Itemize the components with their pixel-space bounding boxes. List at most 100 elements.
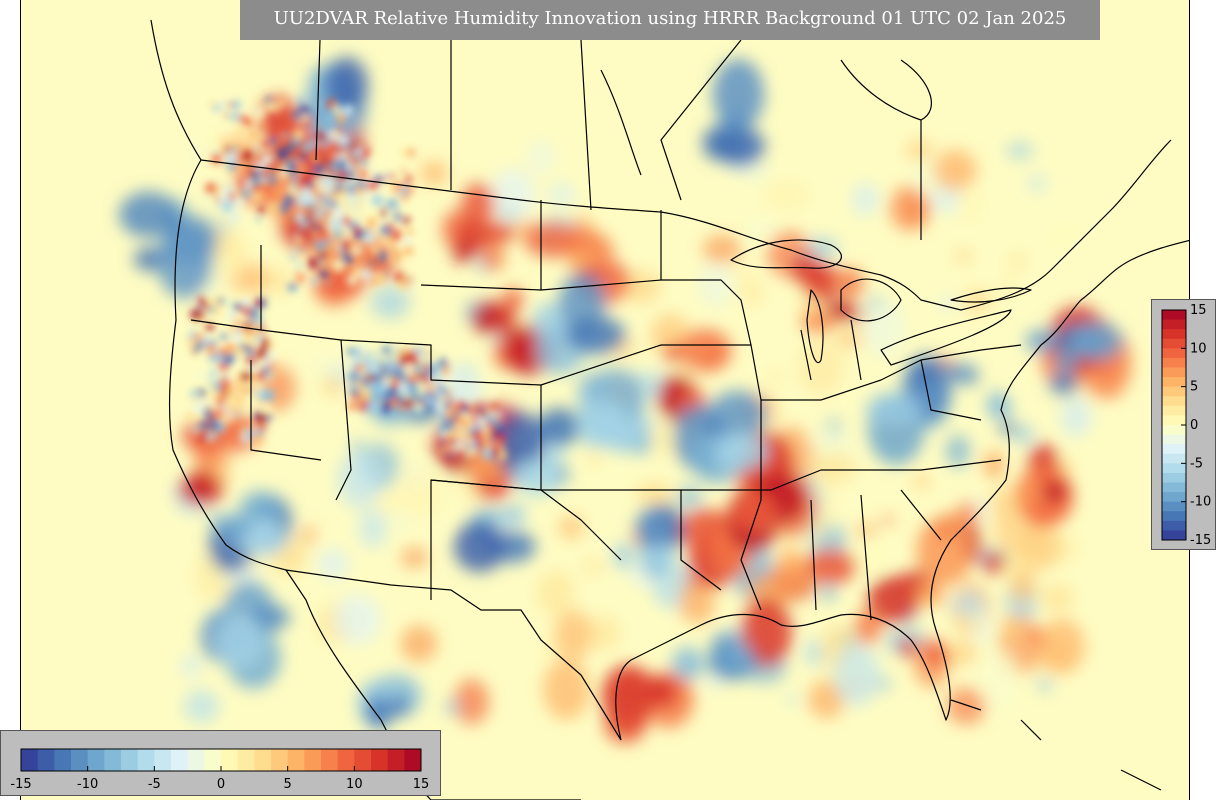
innovation-speck — [374, 272, 387, 284]
innovation-speck — [268, 169, 275, 176]
innovation-speck — [409, 372, 420, 383]
innovation-speck — [325, 200, 330, 206]
innovation-speck — [194, 341, 205, 351]
innovation-blob — [157, 224, 214, 299]
innovation-speck — [367, 361, 378, 372]
innovation-speck — [342, 105, 354, 116]
innovation-speck — [294, 160, 305, 171]
mexico-us-border — [285, 569, 622, 741]
innovation-speck — [303, 187, 311, 195]
innovation-speck — [432, 351, 440, 358]
innovation-blob — [983, 552, 1005, 575]
horizontal-colorbar-cell — [404, 749, 422, 771]
innovation-speck — [402, 368, 407, 373]
innovation-speck — [248, 344, 254, 351]
innovation-blob — [947, 363, 967, 382]
innovation-speck — [316, 231, 328, 243]
innovation-speck — [466, 446, 473, 452]
innovation-speck — [298, 102, 304, 108]
innovation-speck — [403, 237, 411, 245]
innovation-speck — [332, 259, 345, 271]
innovation-speck — [288, 282, 294, 288]
innovation-speck — [378, 253, 387, 262]
innovation-speck — [232, 332, 241, 341]
innovation-blob — [452, 242, 475, 263]
map-title: UU2DVAR Relative Humidity Innovation usi… — [240, 0, 1100, 40]
innovation-speck — [305, 157, 316, 168]
innovation-speck — [458, 430, 470, 441]
innovation-speck — [199, 433, 209, 443]
innovation-speck — [215, 380, 222, 388]
innovation-speck — [318, 251, 327, 260]
innovation-blob — [859, 300, 905, 356]
innovation-speck — [287, 185, 295, 192]
innovation-blob — [804, 639, 825, 667]
innovation-speck — [244, 311, 251, 318]
innovation-speck — [235, 411, 242, 418]
innovation-blob — [906, 140, 933, 161]
innovation-blob — [479, 221, 516, 244]
innovation-speck — [365, 228, 371, 234]
innovation-speck — [471, 417, 478, 425]
innovation-blob — [582, 559, 604, 574]
vertical-colorbar-cell — [1162, 520, 1186, 531]
innovation-speck — [261, 153, 273, 165]
innovation-speck — [255, 412, 267, 424]
innovation-blob — [333, 594, 381, 644]
innovation-blob — [454, 679, 489, 725]
innovation-speck — [483, 432, 490, 439]
innovation-speck — [227, 311, 236, 319]
innovation-speck — [401, 194, 409, 202]
innovation-speck — [240, 149, 253, 162]
horizontal-colorbar-cell — [54, 749, 72, 771]
vertical-colorbar-cell — [1162, 453, 1186, 464]
innovation-speck — [383, 391, 395, 403]
innovation-speck — [495, 434, 505, 443]
innovation-blob — [527, 140, 555, 174]
innovation-speck — [321, 204, 326, 209]
state-line-14 — [430, 479, 622, 561]
innovation-speck — [248, 129, 259, 140]
innovation-blob — [678, 328, 732, 373]
innovation-blob — [914, 582, 946, 606]
innovation-speck — [352, 268, 363, 278]
horizontal-colorbar-ticks: -15 -10 -5 0 5 10 15 — [10, 766, 429, 792]
innovation-speck — [347, 275, 357, 286]
innovation-blob — [743, 218, 777, 243]
innovation-blob — [671, 647, 704, 681]
vertical-colorbar-tick-label: -5 — [1190, 456, 1203, 471]
vertical-colorbar-cell — [1162, 463, 1186, 474]
innovation-speck — [398, 354, 410, 366]
innovation-blob — [833, 643, 880, 706]
innovation-speck — [263, 341, 270, 348]
hudson-bay-edge — [840, 59, 932, 121]
innovation-blob — [183, 689, 220, 723]
innovation-speck — [208, 296, 219, 307]
innovation-blob — [800, 311, 837, 334]
horizontal-colorbar-tick-label: -10 — [77, 777, 98, 792]
innovation-speck — [194, 425, 200, 430]
innovation-blob — [1055, 348, 1078, 374]
innovation-speck — [304, 169, 315, 180]
innovation-blob — [880, 515, 895, 526]
innovation-blob — [955, 186, 983, 224]
vertical-colorbar-cell — [1162, 415, 1186, 426]
vertical-colorbar-tick-label: 10 — [1190, 341, 1207, 356]
innovation-blob — [913, 474, 931, 489]
innovation-speck — [261, 139, 270, 148]
innovation-speck — [239, 180, 247, 188]
innovation-blob — [462, 363, 475, 374]
state-line-2 — [260, 329, 352, 501]
innovation-blob — [900, 189, 931, 228]
innovation-speck — [339, 201, 352, 213]
innovation-speck — [247, 308, 259, 320]
innovation-speck — [385, 208, 396, 219]
innovation-blob — [803, 549, 858, 585]
innovation-blob — [838, 336, 852, 345]
innovation-speck — [227, 102, 233, 108]
innovation-speck — [438, 356, 446, 365]
innovation-speck — [253, 298, 262, 307]
innovation-speck — [313, 166, 318, 172]
innovation-speck — [314, 207, 324, 218]
